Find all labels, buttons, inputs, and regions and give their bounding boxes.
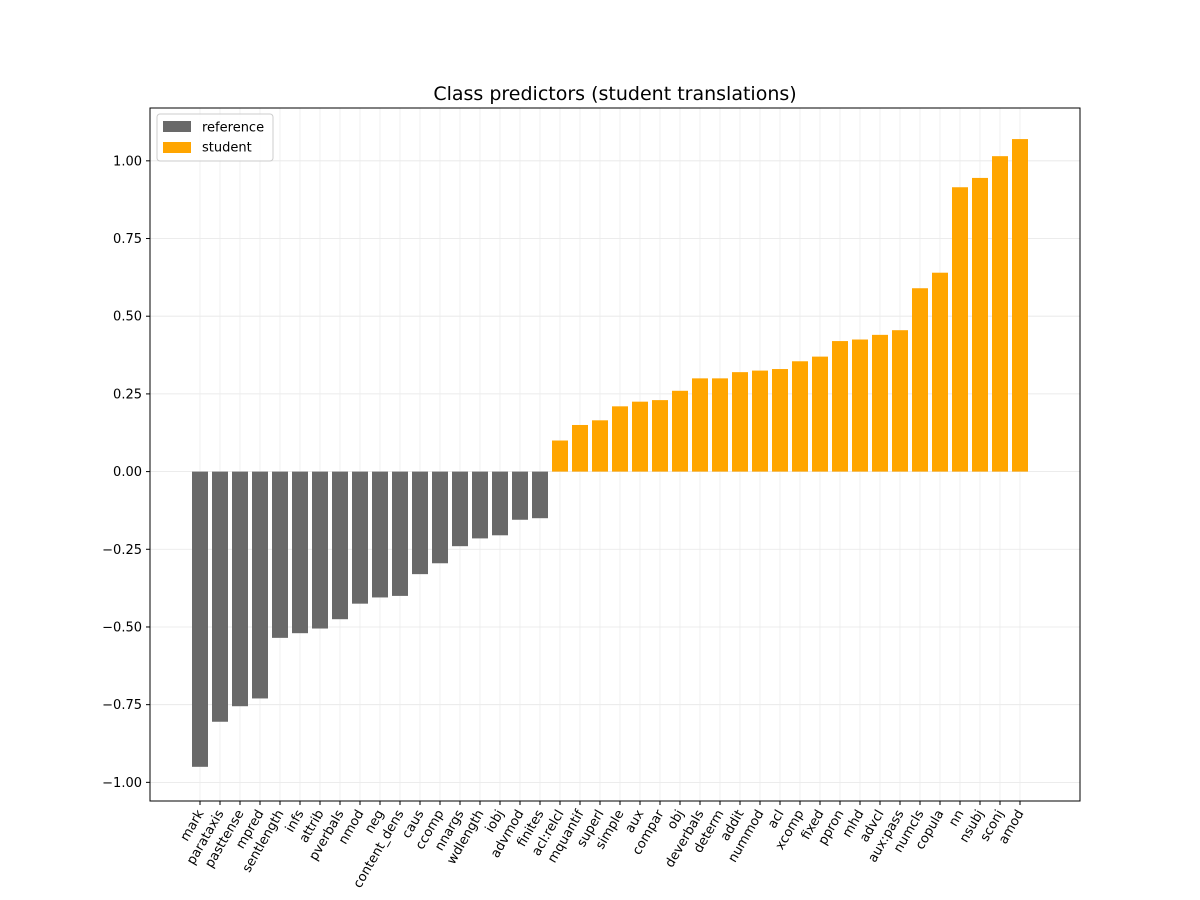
y-tick-label: −0.25 (102, 543, 142, 558)
bar-nummod (752, 370, 768, 472)
bar-infs (292, 471, 308, 634)
grid-layer (150, 108, 1080, 801)
bar-advcl (872, 334, 888, 472)
bar-aux (632, 401, 648, 472)
y-tick-label: 0.50 (113, 310, 142, 325)
bar-acl-relcl (552, 440, 568, 472)
bar-simple (612, 406, 628, 472)
bar-ppron (832, 341, 848, 472)
legend-swatch-reference (163, 121, 191, 132)
bar-layer (192, 139, 1028, 767)
legend-label-reference: reference (202, 121, 264, 136)
bar-advmod (512, 471, 528, 520)
bar-deverbals (692, 378, 708, 472)
bar-mhd (852, 339, 868, 472)
bar-compar (652, 400, 668, 472)
bar-pasttense (232, 471, 248, 707)
bar-iobj (492, 471, 508, 536)
bar-sentlength (272, 471, 288, 638)
bar-nn (952, 187, 968, 472)
legend: reference student (156, 113, 274, 162)
y-tick-label: −1.00 (102, 776, 142, 791)
bar-sconj (992, 156, 1008, 472)
bar-copula (932, 272, 948, 472)
y-axis: −1.00 −0.75 −0.50 −0.25 0.00 0.25 0.50 0.75 1.00 (102, 154, 150, 791)
plot-frame (149, 107, 1081, 802)
legend-label-student: student (202, 141, 252, 156)
bar-caus (412, 471, 428, 575)
bar-numcls (912, 288, 928, 472)
bar-xcomp (792, 361, 808, 472)
bar-acl (772, 369, 788, 472)
bar-neg (372, 471, 388, 598)
bar-obj (672, 390, 688, 472)
x-axis: markparataxispasttensempredsentlengthinf… (178, 801, 1027, 891)
chart-title: Class predictors (student translations) (433, 83, 796, 105)
bar-parataxis (212, 471, 228, 722)
bar-wdlength (472, 471, 488, 539)
bar-amod (1012, 139, 1028, 472)
bar-aux-pass (892, 330, 908, 472)
bar-superl (592, 420, 608, 472)
y-tick-label: −0.50 (102, 620, 142, 635)
bar-addit (732, 372, 748, 472)
bar-content-dens (392, 471, 408, 596)
bar-determ (712, 378, 728, 472)
bar-mark (192, 471, 208, 767)
y-tick-label: 1.00 (113, 154, 142, 169)
x-tick-label: nn (946, 808, 967, 830)
bar-attrib (312, 471, 328, 629)
y-tick-label: 0.25 (113, 387, 142, 402)
legend-swatch-student (163, 142, 191, 153)
y-tick-label: 0.00 (113, 465, 142, 480)
bar-mquantif (572, 424, 588, 472)
bar-nsubj (972, 177, 988, 472)
bar-mpred (252, 471, 268, 699)
bar-pverbals (332, 471, 348, 620)
bar-fixed (812, 356, 828, 472)
y-tick-label: −0.75 (102, 698, 142, 713)
bar-nnargs (452, 471, 468, 547)
bar-ccomp (432, 471, 448, 564)
bar-nmod (352, 471, 368, 604)
bar-finites (532, 471, 548, 519)
y-tick-label: 0.75 (113, 232, 142, 247)
